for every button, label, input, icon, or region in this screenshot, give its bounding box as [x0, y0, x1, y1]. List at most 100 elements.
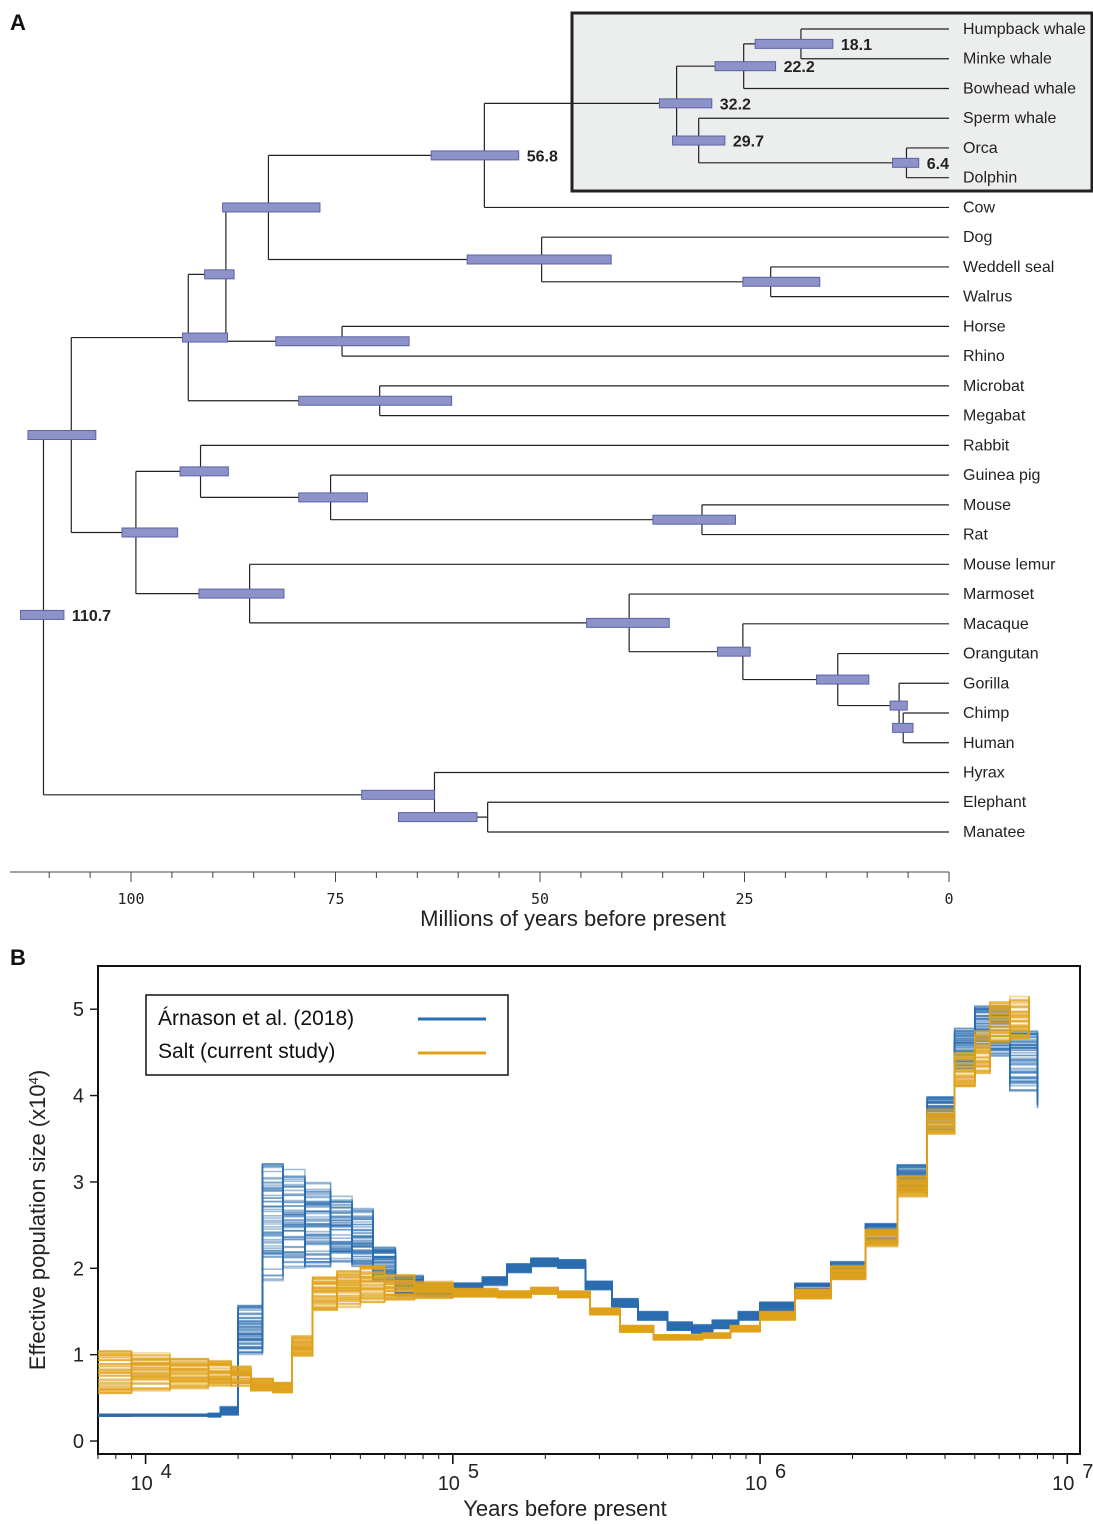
trajectory-rnason-et-al-2018	[98, 1035, 1039, 1417]
trajectory-rnason-et-al-2018	[98, 1005, 1039, 1416]
ci-bar-ceta	[658, 98, 713, 109]
ci-bar-carn	[466, 254, 612, 265]
taxon-label-marmoset: Marmoset	[963, 586, 1035, 603]
trajectory-rnason-et-al-2018	[98, 1018, 1039, 1417]
years-tick-label: 10	[1052, 1473, 1074, 1495]
trajectory-salt-current-study	[98, 1002, 1030, 1393]
trajectory-rnason-et-al-2018	[98, 1007, 1039, 1418]
trajectory-salt-current-study	[98, 996, 1030, 1394]
trajectory-salt-current-study	[98, 998, 1030, 1390]
trajectory-salt-current-study	[98, 1009, 1030, 1391]
trajectory-salt-current-study	[98, 1010, 1030, 1391]
panel-a-label: A	[10, 10, 26, 35]
trajectory-rnason-et-al-2018	[98, 1020, 1039, 1417]
trajectory-salt-current-study	[98, 1003, 1030, 1391]
trajectory-salt-current-study	[98, 1000, 1030, 1391]
trajectory-salt-current-study	[98, 1025, 1030, 1392]
trajectory-salt-current-study	[98, 1019, 1030, 1390]
trajectory-salt-current-study	[98, 1004, 1030, 1389]
ci-bar-hom	[892, 722, 914, 733]
trajectory-rnason-et-al-2018	[98, 1017, 1039, 1417]
trajectory-salt-current-study	[98, 1013, 1030, 1385]
trajectory-rnason-et-al-2018	[98, 1025, 1039, 1416]
legend: Árnason et al. (2018) Salt (current stud…	[145, 994, 509, 1076]
years-tick-label: 10	[130, 1473, 152, 1495]
trajectory-rnason-et-al-2018	[98, 1028, 1039, 1417]
time-tick-label: 25	[735, 890, 753, 908]
trajectory-rnason-et-al-2018	[98, 1022, 1039, 1417]
trajectory-rnason-et-al-2018	[98, 1014, 1039, 1417]
trajectory-rnason-et-al-2018	[98, 1005, 1039, 1417]
taxon-label-human: Human	[963, 735, 1015, 752]
ci-bar-bats	[298, 395, 453, 406]
node-age-hmb: 22.2	[784, 59, 815, 76]
trajectory-rnason-et-al-2018	[98, 1011, 1039, 1417]
taxon-label-rabbit: Rabbit	[963, 437, 1010, 454]
years-tick-label: 10	[438, 1473, 460, 1495]
trajectory-rnason-et-al-2018	[98, 1030, 1039, 1417]
population-tick-label: 5	[73, 999, 84, 1021]
trajectory-salt-current-study	[98, 1011, 1030, 1390]
taxon-label-dog: Dog	[963, 229, 992, 246]
trajectory-salt-current-study	[98, 1008, 1030, 1391]
trajectory-rnason-et-al-2018	[98, 1006, 1039, 1418]
taxon-label-walrus: Walrus	[963, 289, 1012, 306]
plot-b-frame	[97, 965, 1081, 1455]
trajectory-salt-current-study	[98, 1007, 1030, 1393]
trajectory-salt-current-study	[98, 1001, 1030, 1387]
node-age-ceta: 32.2	[720, 96, 751, 113]
trajectory-salt-current-study	[98, 1012, 1030, 1391]
trajectory-salt-current-study	[98, 1000, 1030, 1390]
trajectory-rnason-et-al-2018	[98, 1028, 1039, 1418]
trajectory-salt-current-study	[98, 1001, 1030, 1388]
ci-bar-gch	[889, 700, 908, 711]
ci-bar-mr	[652, 514, 737, 525]
time-axis: 100 75 50 25 0	[10, 871, 954, 908]
taxon-label-elephant: Elephant	[963, 794, 1027, 811]
trajectory-rnason-et-al-2018	[98, 1032, 1039, 1417]
time-tick-label: 75	[326, 890, 344, 908]
ci-bar-feru	[204, 269, 235, 280]
trajectory-salt-current-study	[98, 1001, 1030, 1390]
trajectory-rnason-et-al-2018	[98, 1029, 1039, 1417]
taxon-label-mouse: Mouse	[963, 497, 1011, 514]
taxon-label-rat: Rat	[963, 527, 988, 544]
taxon-labels: Humpback whale Minke whale Bowhead whale Sp…	[963, 21, 1086, 841]
taxon-label-mouse-lemur: Mouse lemur	[963, 556, 1056, 573]
taxon-label-humpback-whale: Humpback whale	[963, 21, 1086, 38]
trajectory-salt-current-study	[98, 1005, 1030, 1388]
trajectory-salt-current-study	[98, 996, 1030, 1390]
trajectory-salt-current-study	[98, 1006, 1030, 1395]
trajectory-rnason-et-al-2018	[98, 1022, 1039, 1416]
years-axis-title: Years before present	[463, 1496, 666, 1521]
node-age-od: 6.4	[927, 156, 949, 173]
ci-bar-anth	[586, 617, 670, 628]
trajectory-salt-current-study	[98, 1018, 1030, 1392]
taxon-label-megabat: Megabat	[963, 408, 1026, 425]
tree-confidence-bars	[20, 38, 920, 823]
population-tick-label: 0	[73, 1431, 84, 1453]
ci-bar-root	[20, 609, 65, 620]
population-tick-label: 4	[73, 1086, 84, 1108]
trajectory-rnason-et-al-2018	[98, 1011, 1039, 1418]
ci-bar-sir	[397, 812, 478, 823]
trajectory-salt-current-study	[98, 1009, 1030, 1387]
trajectory-rnason-et-al-2018	[98, 1015, 1039, 1418]
ci-bar-euar	[121, 527, 179, 538]
taxon-label-hyrax: Hyrax	[963, 765, 1005, 782]
trajectory-salt-current-study	[98, 1005, 1030, 1387]
trajectory-rnason-et-al-2018	[98, 1007, 1039, 1416]
trajectory-rnason-et-al-2018	[98, 1022, 1039, 1418]
trajectory-salt-current-study	[98, 1020, 1030, 1388]
population-tick-label: 1	[73, 1345, 84, 1367]
trajectory-rnason-et-al-2018	[98, 1044, 1039, 1418]
time-tick-label: 100	[117, 890, 144, 908]
trajectory-salt-current-study	[98, 1000, 1030, 1394]
taxon-label-gorilla: Gorilla	[963, 675, 1009, 692]
trajectory-salt-current-study	[98, 1001, 1030, 1385]
trajectory-rnason-et-al-2018	[98, 1008, 1039, 1417]
trajectory-salt-current-study	[98, 1010, 1030, 1393]
trajectory-rnason-et-al-2018	[98, 1012, 1039, 1417]
trajectory-rnason-et-al-2018	[98, 1005, 1039, 1417]
